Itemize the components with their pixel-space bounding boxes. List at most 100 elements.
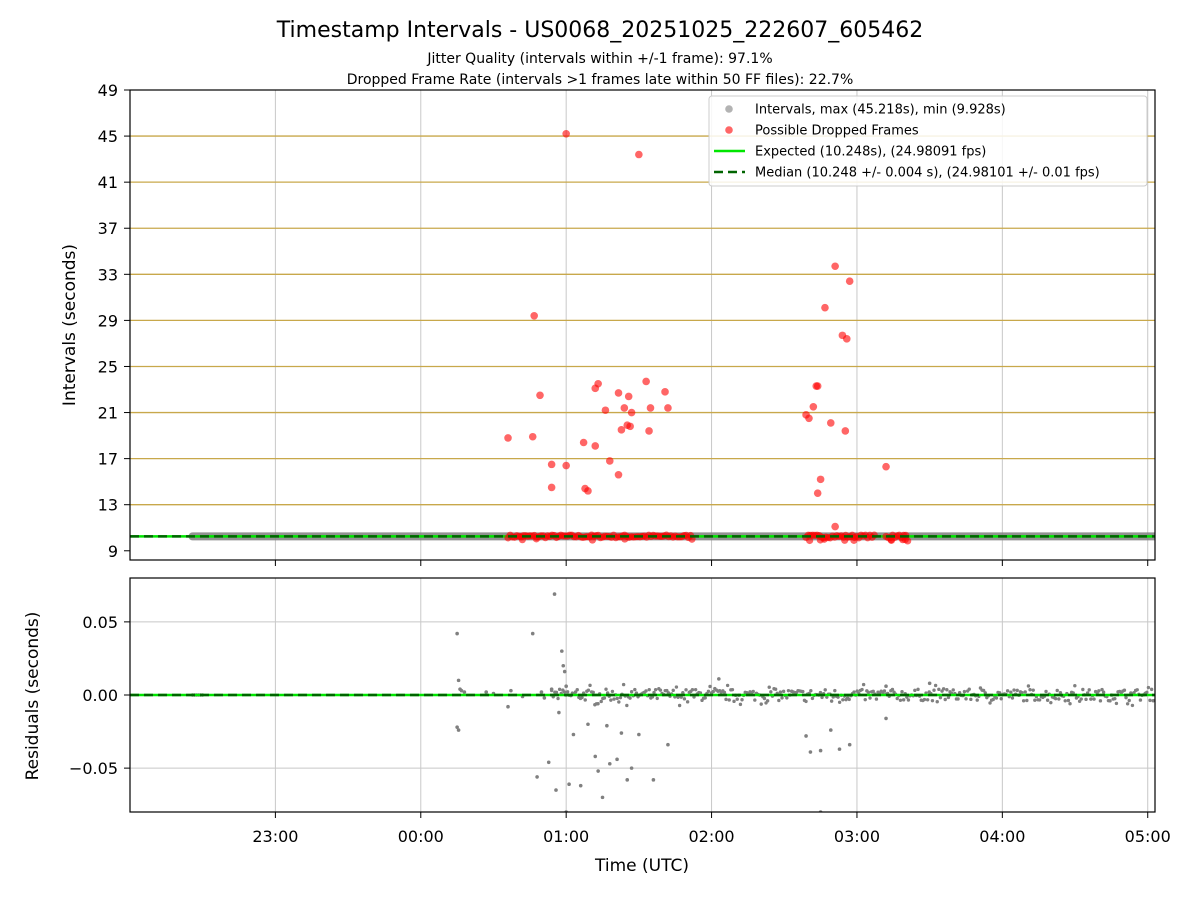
residual-point [542,696,547,700]
residual-point [1084,697,1088,702]
intervals-ytick-label: 49 [98,81,118,100]
residual-point [671,688,675,693]
residual-point [1058,690,1063,695]
legend-label: Median (10.248 +/- 0.004 s), (24.98101 +… [755,166,1100,181]
residual-point [725,683,730,688]
intervals-ylabel: Intervals (seconds) [60,244,80,406]
residual-point [994,696,999,700]
residual-point [1100,687,1104,692]
residual-point [997,691,1002,695]
residual-point [1130,703,1135,708]
residual-point [1012,688,1016,692]
residual-point [1071,691,1075,695]
dropped-frame-point [805,414,813,423]
legend-label: Intervals, max (45.218s), min (9.928s) [755,103,1006,118]
residual-point [658,688,663,692]
residual-point [735,697,739,701]
residual-point [861,682,866,687]
residual-point [633,687,637,692]
residual-point [708,684,712,689]
dropped-frame-point [642,377,650,386]
intervals-ytick-label: 29 [98,311,118,330]
residual-point [600,795,605,800]
residual-point [682,697,687,701]
residual-point [753,698,757,702]
residual-point [1125,702,1130,706]
residual-point [1101,690,1106,694]
residual-point [1124,695,1128,700]
residual-point [605,723,609,728]
residual-point [575,688,579,692]
residual-point [962,689,967,694]
residual-point [612,697,616,701]
residual-point [556,696,560,701]
residual-point [1023,690,1027,694]
residual-point [586,722,590,727]
residual-point [1127,698,1131,703]
dropped-frame-point [831,262,839,271]
residual-point [455,725,459,729]
residual-point [837,700,842,704]
residual-point [930,698,935,703]
residual-point [684,688,688,692]
residuals-xtick-label: 23:00 [252,827,298,846]
dropped-frame-point [518,536,526,544]
residual-point [618,695,623,700]
residuals-xtick-label: 01:00 [543,827,589,846]
residual-point [1020,691,1024,695]
residual-point [1066,698,1071,703]
residual-point [578,783,583,788]
residual-point [562,690,567,694]
dropped-frame-point [850,536,858,544]
residual-point [609,698,613,702]
dropped-frame-point [845,277,854,286]
residual-point [852,690,856,694]
residual-point [828,728,833,732]
residual-point [1055,688,1059,693]
residual-point [905,695,909,699]
residual-point [825,695,829,699]
residual-point [562,669,567,674]
residual-point [651,778,656,782]
figure-subtitle-dropped: Dropped Frame Rate (intervals >1 frames … [347,72,854,88]
residual-point [1114,701,1119,706]
residual-point [927,681,932,686]
residual-point [679,695,683,699]
residual-point [882,689,887,693]
residual-point [604,687,608,691]
residual-point [773,687,778,691]
residual-point [951,688,955,692]
residual-point [738,702,743,707]
intervals-ytick-label: 41 [98,173,118,192]
residual-point [1015,688,1019,693]
residual-point [847,697,851,702]
figure-title: Timestamp Intervals - US0068_20251025_22… [276,18,923,43]
residual-point [586,688,591,692]
residual-point [922,697,927,702]
residual-point [1026,684,1031,688]
residual-point [1073,684,1077,688]
dropped-frame-point [594,379,602,388]
residual-point [557,710,561,715]
dropped-frame-point [806,536,814,545]
residual-point [549,687,554,691]
residual-point [546,760,551,765]
residual-point [836,695,840,699]
legend-marker [725,126,733,134]
intervals-ytick-label: 25 [98,357,118,376]
dropped-frame-point [605,457,614,465]
residual-point [1068,702,1072,706]
residual-point [762,696,767,701]
residual-point [535,775,539,779]
residual-point [703,696,707,700]
dropped-frame-point [813,489,822,497]
residual-point [913,688,917,693]
residual-point [765,699,770,703]
residual-point [509,688,513,693]
residual-point [730,687,735,692]
dropped-frame-point [831,522,839,531]
legend-box [708,95,1148,187]
residual-point [871,689,875,694]
residual-point [860,687,864,692]
residual-point [829,699,834,703]
